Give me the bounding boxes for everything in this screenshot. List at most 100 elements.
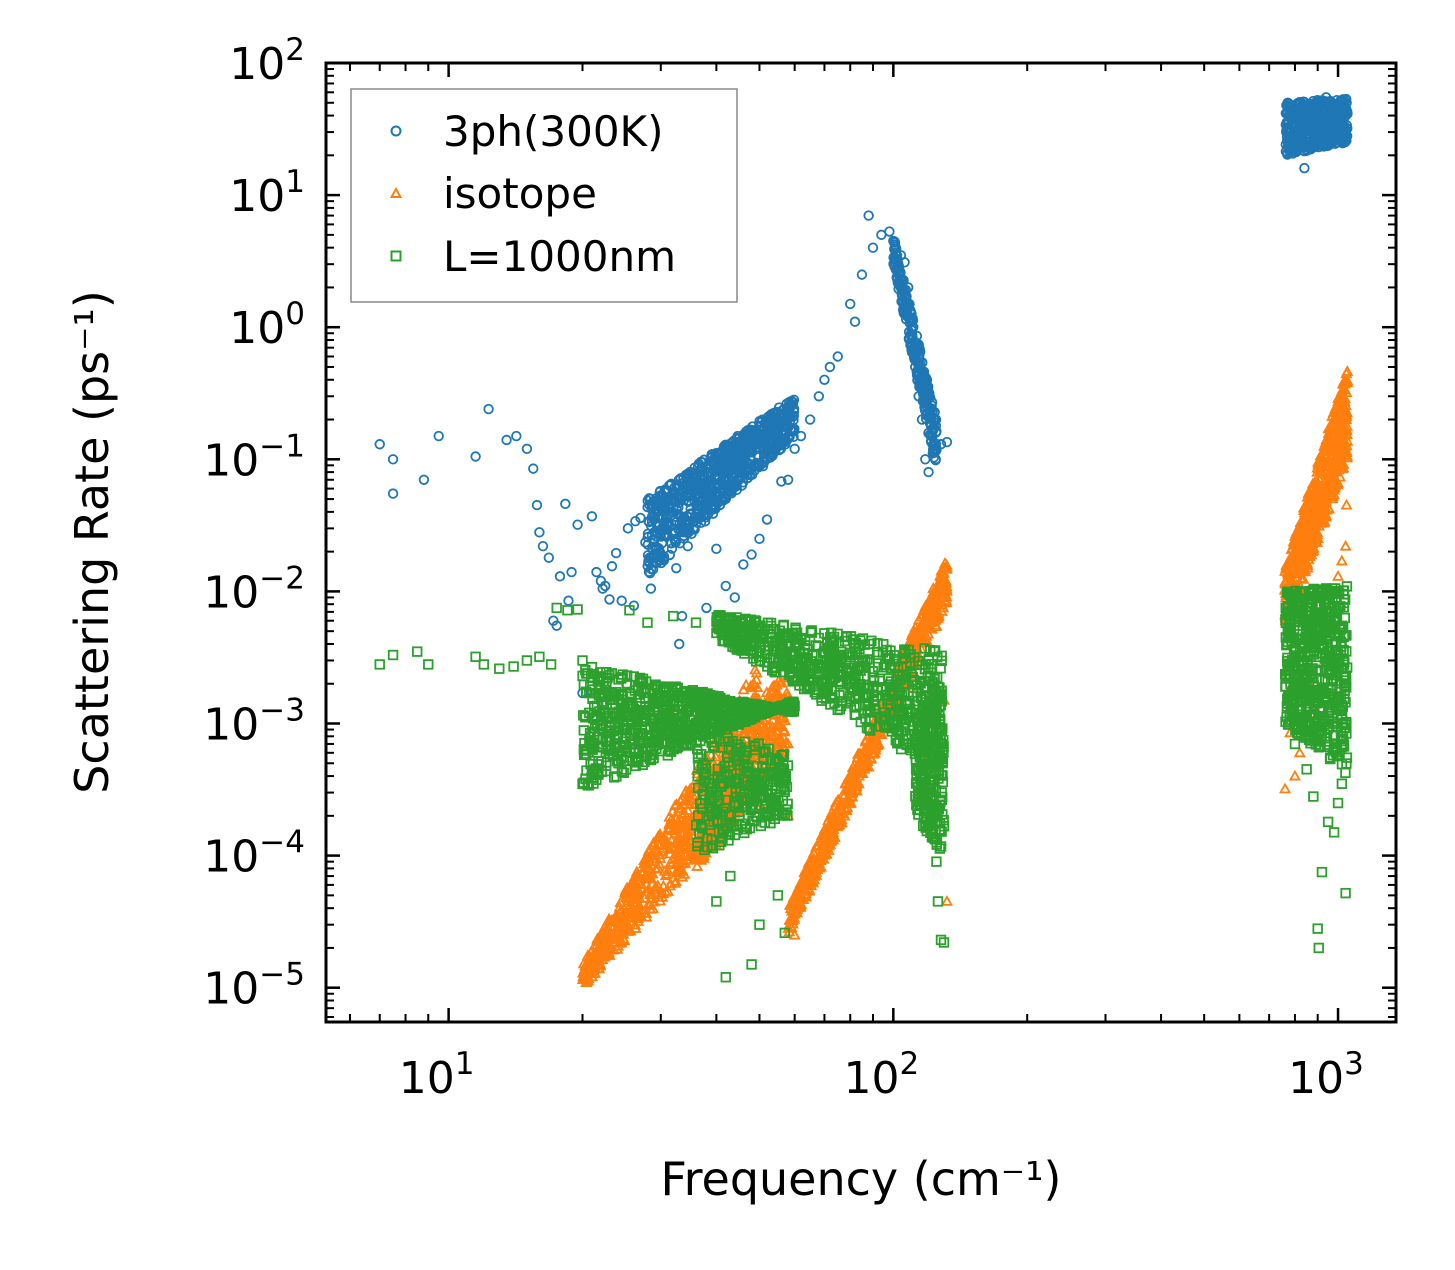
marker-circle xyxy=(761,453,772,465)
marker-circle xyxy=(683,523,695,535)
marker-triangle xyxy=(638,857,651,869)
marker-circle xyxy=(521,443,533,455)
marker-circle xyxy=(673,502,684,513)
marker-circle xyxy=(534,527,545,538)
marker-triangle xyxy=(651,879,664,891)
marker-circle xyxy=(760,413,772,425)
marker-circle xyxy=(670,495,682,507)
marker-circle xyxy=(677,477,689,489)
marker-triangle xyxy=(652,890,665,902)
marker-triangle xyxy=(749,663,762,675)
marker-circle xyxy=(586,511,598,522)
marker-circle xyxy=(748,438,760,449)
marker-circle xyxy=(767,408,778,419)
marker-circle xyxy=(661,512,673,524)
marker-circle xyxy=(906,322,917,333)
marker-circle xyxy=(387,488,399,499)
marker-circle xyxy=(701,602,712,614)
marker-circle xyxy=(1281,117,1292,128)
marker-circle xyxy=(566,566,577,578)
marker-circle xyxy=(597,583,608,594)
marker-circle xyxy=(645,583,657,594)
marker-circle xyxy=(610,547,622,559)
data-markers xyxy=(374,92,1354,987)
marker-circle xyxy=(750,432,762,443)
marker-circle xyxy=(782,474,794,485)
marker-circle xyxy=(640,537,651,548)
marker-triangle xyxy=(661,864,674,876)
marker-circle xyxy=(693,513,704,525)
marker-circle xyxy=(1312,97,1323,108)
marker-circle xyxy=(1336,134,1348,146)
marker-triangle xyxy=(653,857,666,869)
marker-circle xyxy=(783,407,794,418)
marker-circle xyxy=(700,500,711,512)
marker-circle xyxy=(673,509,685,521)
marker-circle xyxy=(684,490,695,501)
marker-circle xyxy=(735,441,746,452)
marker-circle xyxy=(647,542,658,554)
marker-circle xyxy=(682,540,693,552)
marker-circle xyxy=(655,502,667,513)
marker-circle xyxy=(531,499,543,511)
marker-circle xyxy=(606,561,618,572)
marker-triangle xyxy=(603,949,616,960)
marker-circle xyxy=(832,351,843,362)
marker-circle xyxy=(470,451,481,462)
marker-circle xyxy=(912,356,923,367)
marker-triangle xyxy=(674,794,687,806)
marker-circle xyxy=(902,282,914,293)
marker-circle xyxy=(784,402,795,413)
marker-circle xyxy=(1294,103,1305,115)
marker-circle xyxy=(543,552,555,563)
marker-circle xyxy=(733,462,745,474)
marker-triangle xyxy=(744,679,757,691)
marker-circle xyxy=(813,391,825,402)
marker-circle xyxy=(776,476,787,487)
marker-triangle xyxy=(684,825,697,836)
marker-triangle xyxy=(680,848,693,860)
marker-circle xyxy=(1316,110,1328,121)
marker-circle xyxy=(374,439,385,450)
marker-circle xyxy=(1340,110,1351,121)
marker-circle xyxy=(746,549,757,560)
marker-circle xyxy=(774,415,785,426)
marker-circle xyxy=(656,491,668,502)
marker-circle xyxy=(616,595,627,606)
marker-circle xyxy=(824,361,836,373)
marker-circle xyxy=(930,414,942,425)
marker-circle xyxy=(935,439,947,450)
marker-circle xyxy=(591,566,602,578)
marker-triangle xyxy=(646,877,659,889)
marker-circle xyxy=(604,594,615,605)
marker-circle xyxy=(1303,118,1315,129)
marker-circle xyxy=(776,435,787,447)
marker-triangle xyxy=(661,836,674,848)
marker-circle xyxy=(795,430,807,442)
marker-circle xyxy=(741,448,753,459)
marker-triangle xyxy=(590,950,603,962)
marker-circle xyxy=(926,427,938,438)
marker-triangle xyxy=(668,841,681,853)
marker-circle xyxy=(707,476,718,487)
marker-circle xyxy=(867,242,879,253)
marker-circle xyxy=(718,495,729,506)
marker-circle xyxy=(906,344,918,355)
marker-circle xyxy=(672,479,683,490)
marker-circle xyxy=(1292,144,1303,156)
marker-circle xyxy=(688,523,699,534)
marker-circle xyxy=(742,465,754,476)
marker-circle xyxy=(751,457,762,469)
marker-circle xyxy=(1295,127,1306,138)
marker-circle xyxy=(528,463,539,474)
marker-circle xyxy=(654,550,666,561)
marker-circle xyxy=(920,372,932,384)
marker-circle xyxy=(655,531,666,542)
marker-circle xyxy=(387,454,399,465)
marker-circle xyxy=(884,226,895,237)
marker-circle xyxy=(769,445,780,457)
marker-circle xyxy=(647,564,659,575)
marker-circle xyxy=(720,580,731,592)
marker-circle xyxy=(1299,162,1310,174)
